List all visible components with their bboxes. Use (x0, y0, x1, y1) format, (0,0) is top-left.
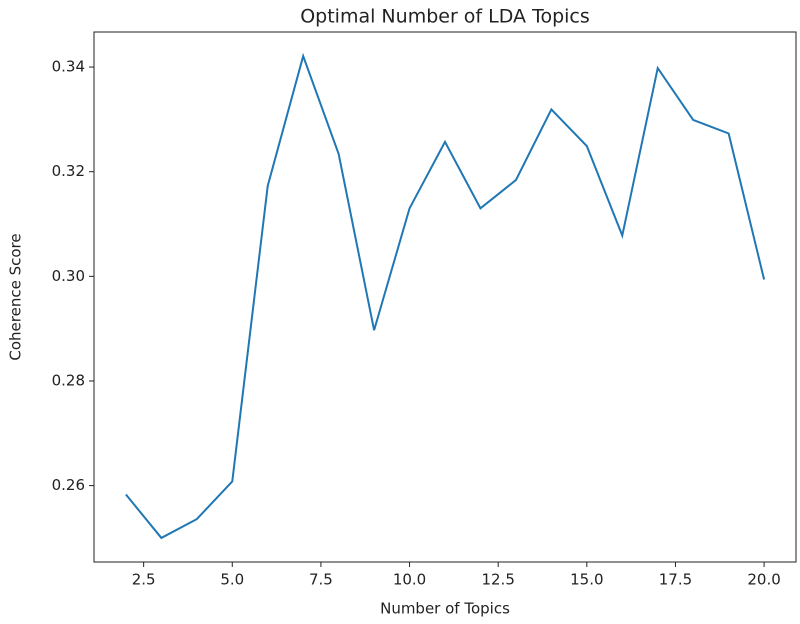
y-axis-label: Coherence Score (7, 233, 25, 360)
x-axis-label: Number of Topics (380, 600, 510, 618)
y-tick-label: 0.26 (52, 476, 85, 494)
chart-title: Optimal Number of LDA Topics (300, 6, 590, 28)
plot-frame (93, 31, 797, 563)
x-tick-label: 7.5 (309, 571, 333, 589)
y-tick-label: 0.34 (52, 58, 85, 76)
y-tick-label: 0.32 (52, 162, 85, 180)
y-tick-label: 0.30 (52, 267, 85, 285)
line-series (125, 52, 766, 540)
x-tick-label: 20.0 (747, 571, 780, 589)
x-tick-label: 15.0 (570, 571, 603, 589)
x-tick-label: 2.5 (132, 571, 156, 589)
x-tick-label: 17.5 (659, 571, 692, 589)
y-tick-label: 0.28 (52, 371, 85, 389)
x-tick-label: 10.0 (393, 571, 426, 589)
x-tick-label: 12.5 (481, 571, 514, 589)
x-tick-label: 5.0 (220, 571, 244, 589)
